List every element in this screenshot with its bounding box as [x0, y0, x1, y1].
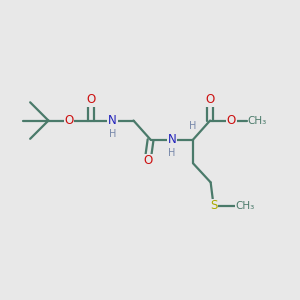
- Text: O: O: [64, 114, 74, 127]
- Text: O: O: [143, 154, 152, 167]
- Text: H: H: [189, 122, 197, 131]
- Text: H: H: [168, 148, 176, 158]
- Text: O: O: [86, 93, 96, 106]
- Text: H: H: [109, 129, 116, 139]
- Text: N: N: [108, 114, 117, 127]
- Text: CH₃: CH₃: [235, 201, 254, 211]
- Text: O: O: [226, 114, 236, 127]
- Text: CH₃: CH₃: [248, 116, 267, 126]
- Text: S: S: [210, 200, 217, 212]
- Text: O: O: [206, 93, 215, 106]
- Text: N: N: [167, 133, 176, 146]
